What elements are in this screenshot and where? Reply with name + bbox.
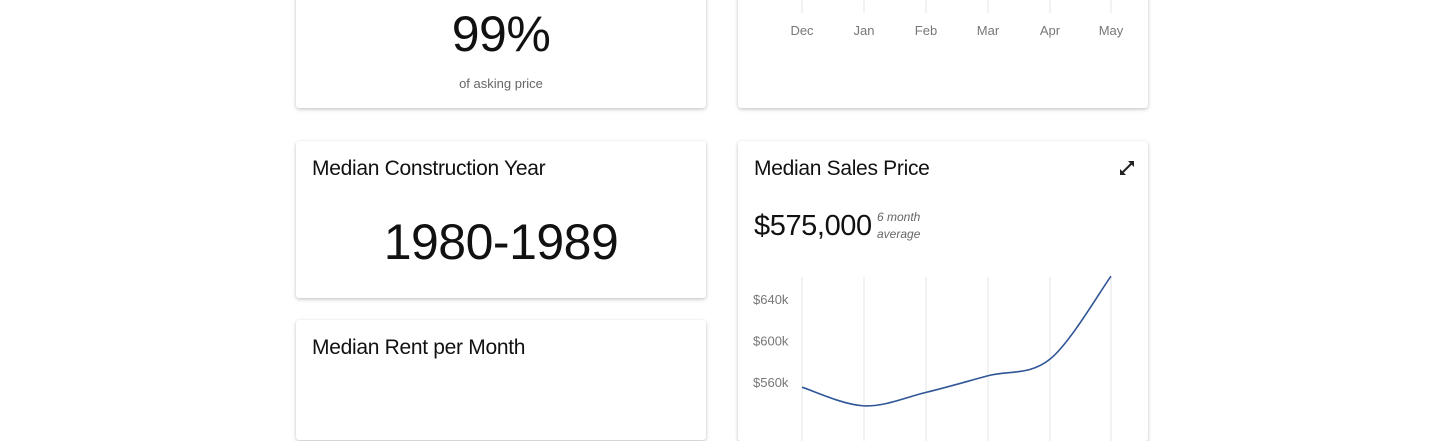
y-tick-label: $600k <box>753 334 789 349</box>
card-title: Median Rent per Month <box>312 336 526 359</box>
x-tick-label: Apr <box>1040 23 1061 38</box>
y-tick-label: $640k <box>753 292 789 307</box>
sales-price-line-chart: $640k $600k $560k <box>753 275 1112 441</box>
x-tick-label: May <box>1099 23 1124 38</box>
median-sales-price-value: $575,000 <box>754 210 872 242</box>
construction-year-value: 1980-1989 <box>383 214 619 270</box>
x-tick-label: Mar <box>977 23 1000 38</box>
x-tick-label: Feb <box>915 23 937 38</box>
price-note-line1: 6 month <box>877 210 921 224</box>
sale-to-list-value: 99% <box>451 6 551 62</box>
x-tick-label: Jan <box>854 23 875 38</box>
card-title: Median Construction Year <box>312 157 546 180</box>
construction-year-card: Median Construction Year 1980-1989 <box>296 141 706 298</box>
rent-card: Median Rent per Month <box>296 320 706 440</box>
sale-to-list-caption: of asking price <box>459 76 543 91</box>
price-note-line2: average <box>877 227 921 241</box>
sale-to-list-card: 99% of asking price <box>296 0 706 108</box>
previous-chart-card: Dec Jan Feb Mar Apr May <box>738 0 1148 108</box>
price-note: 6 month average <box>877 209 920 243</box>
sales-price-card: Median Sales Price $575,000 6 month aver… <box>738 141 1148 441</box>
y-tick-label: $560k <box>753 375 789 390</box>
expand-icon[interactable] <box>1118 159 1136 177</box>
series-line <box>801 275 1112 407</box>
card-title: Median Sales Price <box>754 157 930 180</box>
previous-line-chart: Dec Jan Feb Mar Apr May <box>790 0 1124 38</box>
x-tick-label: Dec <box>790 23 814 38</box>
